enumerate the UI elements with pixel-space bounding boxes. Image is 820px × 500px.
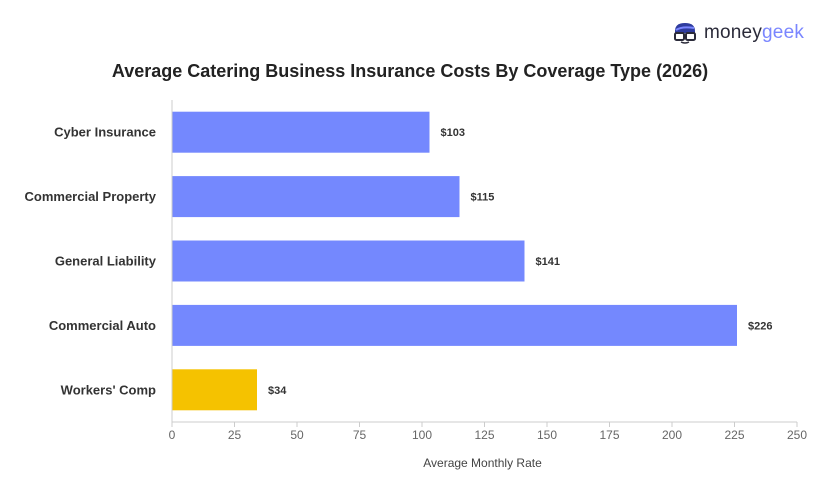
x-tick-label: 150 bbox=[537, 428, 557, 442]
x-tick-label: 225 bbox=[724, 428, 744, 442]
x-tick-label: 25 bbox=[228, 428, 242, 442]
value-label: $141 bbox=[536, 256, 560, 268]
category-label: Commercial Property bbox=[25, 189, 157, 204]
bar bbox=[172, 369, 257, 411]
value-label: $103 bbox=[441, 127, 465, 139]
nerd-glasses-icon bbox=[674, 23, 696, 44]
category-label: Cyber Insurance bbox=[54, 125, 156, 140]
category-label: Workers' Comp bbox=[61, 382, 156, 397]
x-tick-label: 125 bbox=[474, 428, 494, 442]
logo-wordmark: moneygeek bbox=[704, 22, 805, 43]
value-label: $115 bbox=[471, 192, 495, 204]
bar bbox=[172, 176, 460, 218]
value-labels: $103 $115 $141 $226 $34 bbox=[268, 127, 772, 397]
bar bbox=[172, 240, 525, 282]
x-tick-label: 175 bbox=[599, 428, 619, 442]
value-label: $34 bbox=[268, 385, 287, 397]
chart-title: Average Catering Business Insurance Cost… bbox=[111, 61, 709, 81]
x-ticks: 0 25 50 75 100 125 150 175 200 225 250 bbox=[169, 422, 807, 442]
x-tick-label: 100 bbox=[412, 428, 432, 442]
x-tick-label: 250 bbox=[787, 428, 807, 442]
bar bbox=[172, 304, 737, 346]
x-tick-label: 75 bbox=[353, 428, 367, 442]
bars-layer bbox=[172, 111, 737, 411]
bar bbox=[172, 111, 430, 153]
value-label: $226 bbox=[748, 320, 772, 332]
x-tick-label: 0 bbox=[169, 428, 176, 442]
category-label: General Liability bbox=[55, 254, 157, 269]
category-labels: Cyber Insurance Commercial Property Genera… bbox=[25, 125, 157, 398]
category-label: Commercial Auto bbox=[49, 318, 156, 333]
moneygeek-logo: moneygeek bbox=[672, 20, 804, 46]
x-tick-label: 50 bbox=[290, 428, 304, 442]
x-axis-title: Average Monthly Rate bbox=[423, 456, 542, 470]
x-tick-label: 200 bbox=[662, 428, 682, 442]
